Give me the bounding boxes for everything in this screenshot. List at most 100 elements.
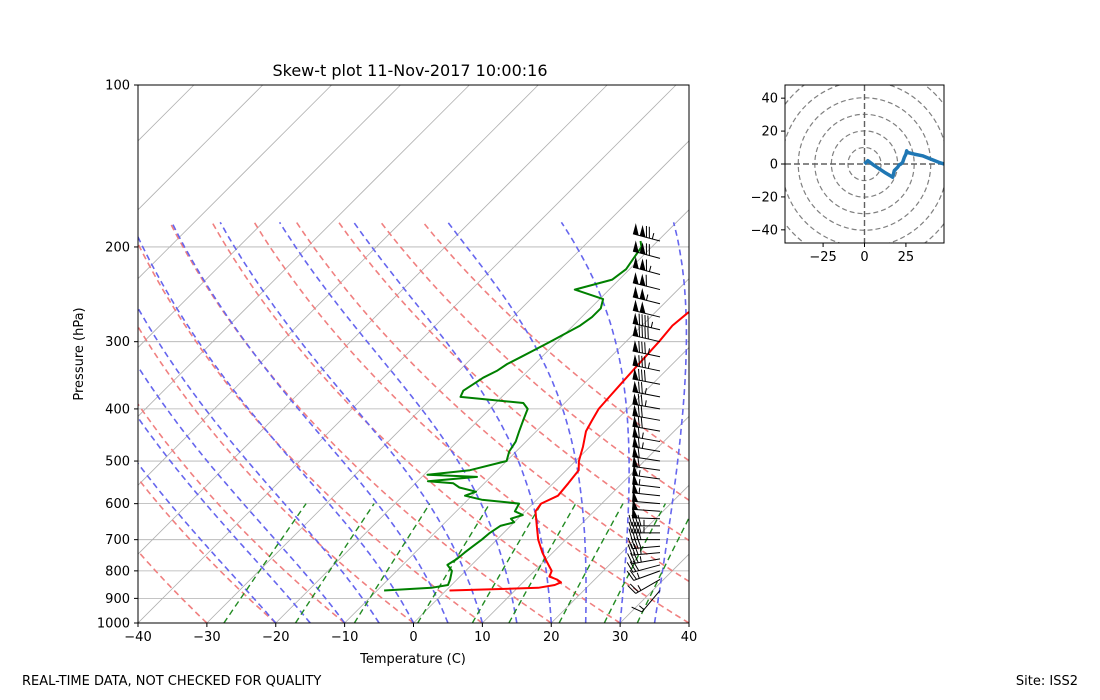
barb-pennant bbox=[632, 473, 639, 485]
y-tick-label: 800 bbox=[105, 564, 130, 579]
mixing-ratio-line bbox=[417, 503, 491, 623]
site-label: Site: ISS2 bbox=[1015, 674, 1078, 689]
barb-feather bbox=[640, 416, 643, 429]
dry-adiabat bbox=[138, 242, 483, 623]
barb-staff bbox=[632, 564, 661, 573]
barb-staff bbox=[632, 391, 661, 398]
moist-adiabat bbox=[138, 306, 380, 623]
barb-staff bbox=[632, 446, 661, 453]
barb-feather bbox=[630, 543, 636, 555]
barb-feather bbox=[629, 583, 639, 593]
barb-pennant bbox=[632, 299, 639, 312]
isotherm-line bbox=[0, 85, 56, 623]
wind-barb bbox=[632, 380, 661, 398]
barb-feather bbox=[641, 341, 643, 354]
barb-feather bbox=[637, 426, 640, 438]
dry-adiabat bbox=[138, 402, 346, 623]
dry-adiabat bbox=[138, 621, 139, 623]
barb-staff bbox=[632, 436, 661, 443]
plot-background bbox=[138, 85, 689, 623]
barb-feather bbox=[627, 544, 633, 556]
barb-feather bbox=[637, 416, 640, 428]
y-tick-label: 600 bbox=[105, 497, 130, 512]
barb-half-feather bbox=[651, 233, 655, 240]
hodograph-y-tick-label: 20 bbox=[761, 125, 778, 140]
isotherm-line bbox=[275, 209, 689, 623]
wind-barb bbox=[628, 521, 660, 534]
barb-half-feather bbox=[645, 294, 649, 301]
wind-barb bbox=[632, 473, 661, 489]
barb-pennant bbox=[632, 445, 639, 458]
barb-feather bbox=[637, 405, 640, 417]
barb-staff bbox=[632, 483, 661, 489]
isotherm-line bbox=[138, 85, 264, 211]
barb-pennant bbox=[632, 312, 639, 325]
y-tick-label: 300 bbox=[105, 335, 130, 350]
isotherm-line bbox=[138, 85, 332, 280]
y-tick-label: 400 bbox=[105, 402, 130, 417]
hodograph-y-tick-label: 0 bbox=[770, 158, 778, 173]
dry-adiabat bbox=[138, 325, 414, 623]
barb-pennant bbox=[632, 256, 639, 269]
wind-barb bbox=[627, 552, 661, 565]
y-axis-label: Pressure (hPa) bbox=[72, 307, 87, 400]
dewpoint-profile bbox=[384, 240, 643, 592]
barb-half-feather bbox=[640, 548, 642, 555]
barb-feather bbox=[638, 340, 640, 353]
wind-barb bbox=[632, 445, 661, 462]
isotherm-line bbox=[138, 85, 401, 349]
barb-pennant bbox=[632, 404, 639, 417]
wind-barb bbox=[632, 256, 661, 275]
barb-feather bbox=[629, 569, 637, 580]
x-tick-label: −30 bbox=[193, 630, 220, 645]
wind-barb bbox=[632, 368, 661, 385]
moist-adiabat bbox=[560, 221, 630, 623]
barb-feather bbox=[634, 528, 639, 540]
wind-barb bbox=[631, 590, 661, 613]
barb-half-feather bbox=[641, 442, 644, 449]
moist-adiabat bbox=[653, 222, 688, 623]
wind-barb bbox=[632, 340, 661, 358]
x-tick-label: −40 bbox=[124, 630, 151, 645]
wind-barb bbox=[628, 528, 660, 541]
barb-pennant bbox=[632, 240, 639, 253]
barb-feather bbox=[628, 521, 633, 534]
barb-staff bbox=[633, 570, 661, 581]
barb-feather bbox=[631, 606, 643, 613]
barb-pennant bbox=[632, 324, 639, 337]
wind-barb bbox=[632, 272, 661, 291]
hodograph-ticks: −25 0 25 40 20 0 −20 −40 bbox=[751, 92, 915, 265]
barb-half-feather bbox=[638, 487, 641, 494]
barb-pennant bbox=[632, 368, 639, 381]
hodograph-content bbox=[785, 85, 944, 243]
isotherm-line bbox=[482, 415, 689, 623]
wind-barb bbox=[632, 415, 661, 432]
dry-adiabat bbox=[138, 477, 277, 623]
barb-staff bbox=[631, 517, 661, 520]
barb-pennant bbox=[639, 224, 646, 238]
barb-feather bbox=[644, 342, 646, 354]
barb-half-feather bbox=[647, 348, 650, 355]
profile-lines bbox=[384, 240, 689, 592]
barb-pennant bbox=[632, 380, 639, 393]
barb-half-feather bbox=[641, 432, 644, 439]
x-tick-label: −20 bbox=[262, 630, 289, 645]
barb-staff bbox=[632, 282, 661, 291]
barb-feather bbox=[641, 355, 643, 368]
barb-feather bbox=[630, 552, 636, 564]
temperature-profile bbox=[449, 310, 689, 592]
barb-half-feather bbox=[644, 400, 647, 407]
barb-feather bbox=[637, 436, 640, 448]
wind-barb bbox=[632, 286, 661, 305]
quality-note: REAL-TIME DATA, NOT CHECKED FOR QUALITY bbox=[22, 674, 322, 689]
wind-barb bbox=[632, 393, 661, 410]
barb-pennant bbox=[632, 393, 639, 406]
wind-barb bbox=[632, 455, 661, 471]
barb-staff bbox=[632, 403, 661, 410]
wind-barb bbox=[627, 579, 661, 594]
x-tick-label: 30 bbox=[612, 630, 629, 645]
barb-feather bbox=[627, 553, 633, 564]
barb-pennant bbox=[632, 286, 639, 299]
wind-barb bbox=[632, 435, 661, 453]
